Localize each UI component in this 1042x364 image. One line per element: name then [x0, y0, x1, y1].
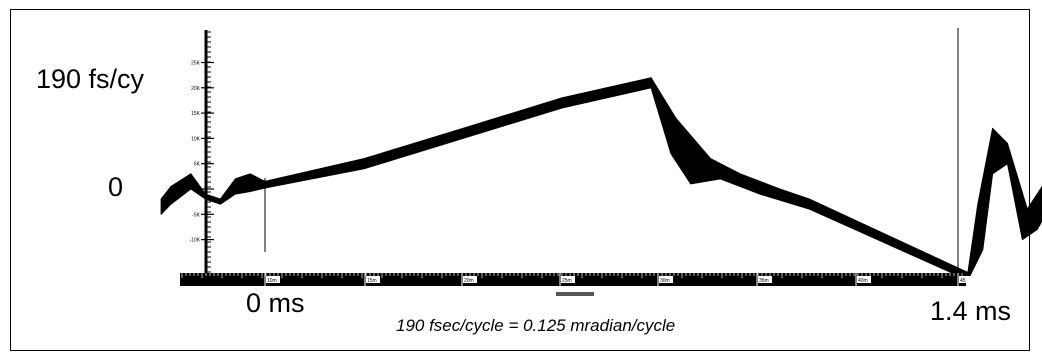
x-tick-label: 35m	[759, 278, 769, 284]
y-tick-label: 20K	[191, 86, 201, 92]
cursor-bar	[556, 292, 594, 296]
y-tick-label: 0	[197, 187, 200, 193]
y-label-zero: 0	[108, 172, 124, 202]
x-tick-bg	[659, 276, 673, 283]
x-tick-label: 45	[960, 278, 966, 284]
x-tick-bg	[561, 276, 575, 283]
y-tick-label: -5K	[192, 212, 200, 218]
y-tick-label: -10K	[189, 238, 200, 244]
x-tick-label: 30m	[660, 278, 670, 284]
x-tick-bg	[758, 276, 772, 283]
x-tick-label: 25m	[562, 278, 572, 284]
x-tick-label: 15m	[367, 278, 377, 284]
y-tick-label: 15K	[191, 111, 201, 117]
x-label-start: 0 ms	[246, 288, 305, 318]
x-tick-label: 40m	[858, 278, 868, 284]
y-tick-label: 25K	[191, 61, 201, 67]
x-tick-bg	[366, 276, 380, 283]
figure-frame	[10, 9, 1030, 351]
y-label-top: 190 fs/cy	[36, 64, 145, 94]
trace-band-0	[160, 77, 1042, 281]
y-tick-label: 5K	[194, 162, 201, 168]
caption: 190 fsec/cycle = 0.125 mradian/cycle	[396, 316, 676, 335]
y-tick-label: 10K	[191, 136, 201, 142]
x-tick-bg	[857, 276, 871, 283]
x-tick-bg	[463, 276, 477, 283]
x-tick-label: 10m	[267, 278, 277, 284]
x-tick-bg	[959, 276, 973, 283]
x-tick-label: 20m	[464, 278, 474, 284]
x-label-end: 1.4 ms	[930, 296, 1012, 326]
x-tick-bg	[266, 276, 280, 283]
